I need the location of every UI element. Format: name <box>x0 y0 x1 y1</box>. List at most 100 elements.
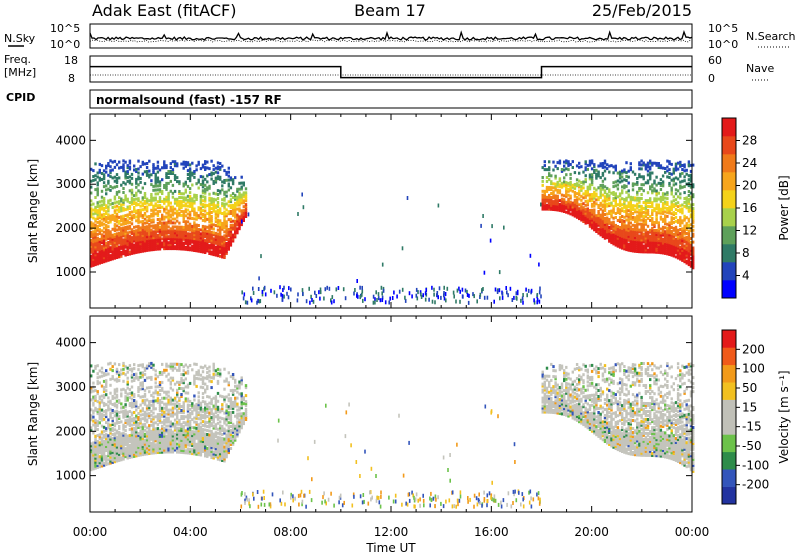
scatter-cell <box>526 293 528 298</box>
data-cell <box>105 243 108 247</box>
data-cell <box>122 453 125 457</box>
data-cell <box>214 178 218 182</box>
data-cell <box>163 440 166 444</box>
data-cell <box>105 457 108 460</box>
data-cell <box>173 178 177 181</box>
data-cell <box>580 184 583 188</box>
data-cell <box>113 227 117 231</box>
data-cell <box>601 225 605 229</box>
data-cell <box>135 372 138 376</box>
data-cell <box>154 431 157 435</box>
data-cell <box>96 240 99 244</box>
data-cell <box>214 166 218 170</box>
scatter-cell <box>482 214 484 218</box>
scatter-cell <box>374 297 376 302</box>
data-cell <box>94 261 97 265</box>
data-cell <box>227 237 230 241</box>
data-cell <box>165 424 168 428</box>
data-cell <box>167 241 170 245</box>
data-cell <box>109 443 112 447</box>
data-cell <box>173 201 177 205</box>
data-cell <box>128 161 132 165</box>
data-cell <box>120 444 123 448</box>
data-cell <box>569 208 572 212</box>
data-cell <box>130 397 134 401</box>
scatter-cell <box>522 300 524 305</box>
data-cell <box>113 422 117 426</box>
data-cell <box>679 237 682 241</box>
data-cell <box>616 242 620 246</box>
data-cell <box>158 371 162 374</box>
data-cell <box>687 225 691 229</box>
scatter-cell <box>522 293 524 297</box>
data-cell <box>238 203 241 207</box>
data-cell <box>124 413 127 417</box>
data-cell <box>679 184 682 188</box>
data-cell <box>593 171 596 174</box>
data-cell <box>193 223 196 227</box>
data-cell <box>109 457 112 461</box>
data-cell <box>625 246 628 250</box>
data-cell <box>165 448 168 452</box>
data-cell <box>599 162 602 166</box>
data-cell <box>584 195 587 199</box>
data-cell <box>599 176 602 180</box>
data-cell <box>150 435 153 439</box>
data-cell <box>143 237 147 241</box>
data-cell <box>100 450 104 454</box>
data-cell <box>204 231 207 235</box>
data-cell <box>133 373 136 377</box>
data-cell <box>244 203 248 207</box>
data-cell <box>208 226 211 230</box>
data-cell <box>629 199 632 203</box>
data-cell <box>195 233 198 237</box>
data-cell <box>184 196 187 200</box>
data-cell <box>163 233 166 237</box>
data-cell <box>590 177 594 181</box>
scatter-cell <box>310 294 312 299</box>
data-cell <box>165 402 168 406</box>
data-cell <box>646 173 650 177</box>
scatter-cell <box>437 203 440 208</box>
data-cell <box>597 210 600 213</box>
data-cell <box>657 247 660 250</box>
data-cell <box>687 174 691 178</box>
data-cell <box>161 245 164 249</box>
data-cell <box>638 204 641 208</box>
data-cell <box>139 234 142 238</box>
data-cell <box>212 205 215 209</box>
data-cell <box>115 455 119 459</box>
data-cell <box>178 420 181 424</box>
data-cell <box>163 410 166 414</box>
data-cell <box>672 205 675 209</box>
data-cell <box>629 162 632 166</box>
scatter-cell <box>446 286 449 291</box>
data-cell <box>165 442 168 446</box>
data-cell <box>219 175 222 179</box>
data-cell <box>689 229 693 233</box>
data-cell <box>655 215 658 219</box>
data-cell <box>96 203 99 207</box>
data-cell <box>169 366 172 370</box>
data-cell <box>137 386 140 390</box>
data-cell <box>651 191 654 195</box>
data-cell <box>126 172 129 175</box>
data-cell <box>227 233 230 237</box>
data-cell <box>627 195 630 199</box>
data-cell <box>128 240 132 244</box>
data-cell <box>552 186 555 190</box>
data-cell <box>171 233 175 237</box>
data-cell <box>655 219 658 223</box>
data-cell <box>586 221 589 225</box>
data-cell <box>143 400 147 404</box>
data-cell <box>180 438 183 442</box>
data-cell <box>171 366 175 370</box>
data-cell <box>642 226 645 230</box>
data-cell <box>100 424 104 428</box>
data-cell <box>556 190 559 194</box>
data-cell <box>141 249 144 253</box>
data-cell <box>139 190 142 194</box>
data-cell <box>188 199 192 202</box>
data-cell <box>120 231 123 235</box>
data-cell <box>676 189 680 193</box>
